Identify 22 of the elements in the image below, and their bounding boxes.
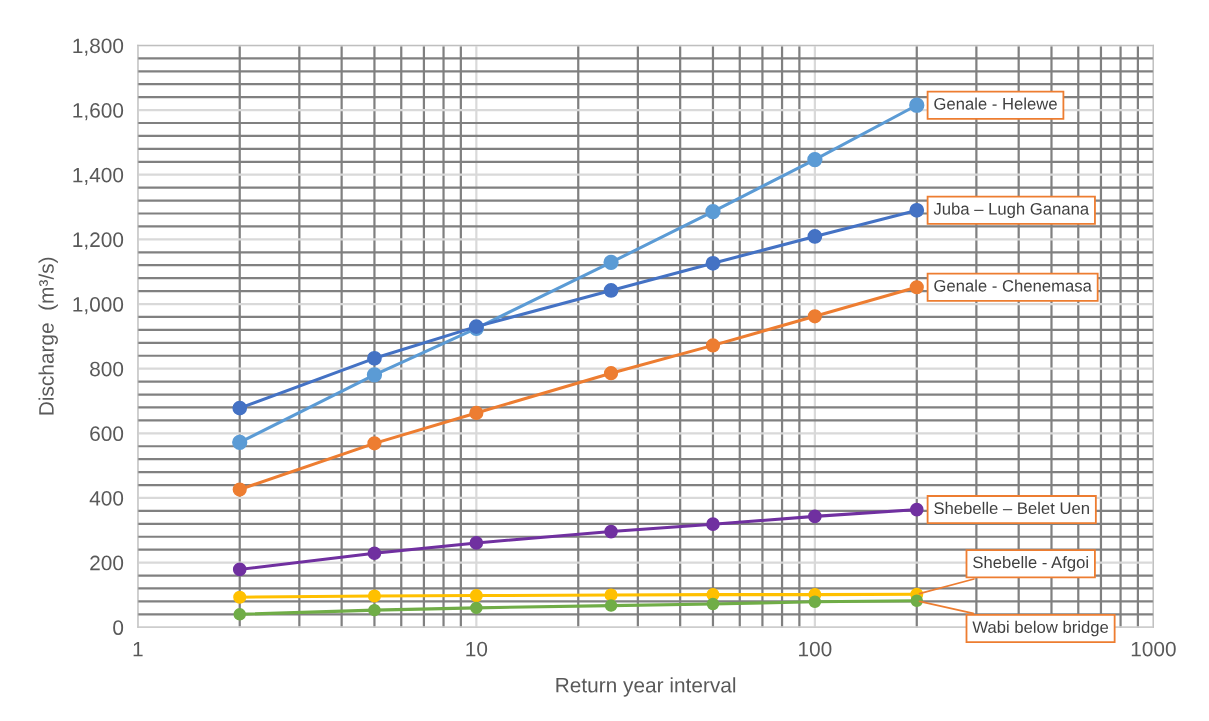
y-tick-label: 1,400 [73,167,124,185]
x-tick-label: 100 [799,641,832,657]
text: Wabi below bridge [972,620,1109,637]
y-tick-label: 400 [89,490,124,506]
y-tick-label: 1,600 [73,103,124,121]
y-tick-label: 600 [90,426,124,442]
series-label: Genale - Helewe [934,97,1057,110]
y-tick-label: 1,200 [73,232,124,250]
y-tick-label: 1,800 [73,38,124,56]
x-axis-title: Return year interval [556,677,736,697]
y-axis-title: Discharge (m³/s) [38,257,58,415]
text: Shebelle - Afgoi [973,555,1088,572]
series-label: Juba – Lugh Ganana [933,202,1090,219]
x-tick-label: 1000 [1131,641,1176,657]
x-tick-label: 10 [466,641,488,657]
y-tick-label: 0 [113,620,124,636]
series-label: Shebelle – Belet Uen [934,501,1089,515]
y-tick-label: 200 [90,555,124,571]
x-tick-label: 1 [133,641,143,657]
y-tick-label: 800 [90,361,124,377]
y-tick-label: 1,000 [73,297,124,315]
series-label: Genale - Chenemasa [934,279,1092,292]
